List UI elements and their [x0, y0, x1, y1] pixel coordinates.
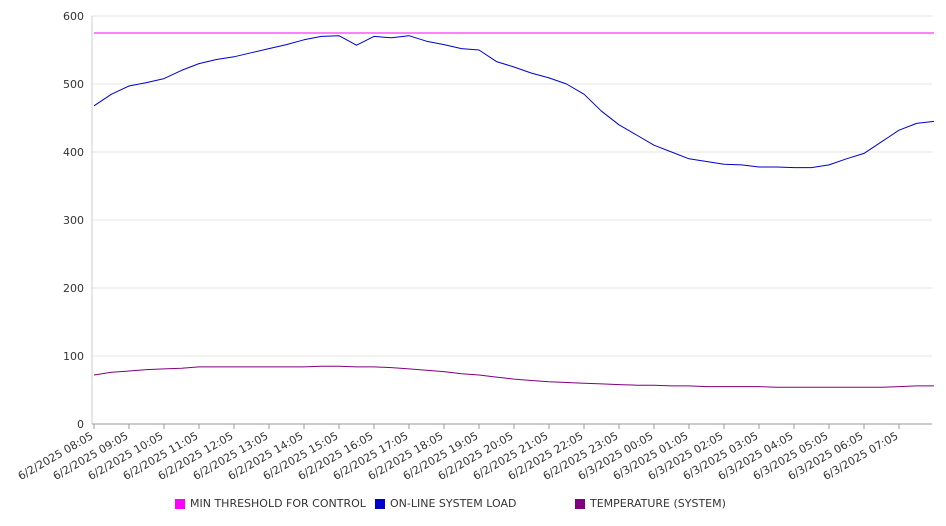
- y-tick-label-0: 0: [77, 418, 84, 431]
- y-tick-label-600: 600: [63, 10, 84, 23]
- legend-item-system-load[interactable]: ON-LINE SYSTEM LOAD: [375, 497, 516, 510]
- legend-swatch-system-load: [375, 498, 385, 509]
- series-line-on-line-system-load: [93, 35, 935, 169]
- series-lines: [93, 32, 935, 388]
- y-tick-label-200: 200: [63, 282, 84, 295]
- y-tick-label-100: 100: [63, 350, 84, 363]
- x-axis: 6/2/2025 08:056/2/2025 09:056/2/2025 10:…: [16, 423, 932, 483]
- legend: MIN THRESHOLD FOR CONTROL ON-LINE SYSTEM…: [0, 497, 946, 515]
- legend-item-min-threshold[interactable]: MIN THRESHOLD FOR CONTROL: [175, 497, 366, 510]
- y-tick-label-300: 300: [63, 214, 84, 227]
- legend-label-system-load: ON-LINE SYSTEM LOAD: [390, 497, 517, 510]
- y-tick-label-400: 400: [63, 146, 84, 159]
- gridlines: [92, 15, 932, 425]
- y-axis: 0 100 200 300 400 500 600: [63, 10, 93, 431]
- legend-swatch-temperature: [575, 498, 585, 509]
- legend-item-temperature[interactable]: TEMPERATURE (SYSTEM): [575, 497, 726, 510]
- legend-label-temperature: TEMPERATURE (SYSTEM): [590, 497, 726, 510]
- legend-label-min-threshold: MIN THRESHOLD FOR CONTROL: [190, 497, 366, 510]
- y-tick-label-500: 500: [63, 78, 84, 91]
- series-line-temperature-system: [93, 365, 934, 388]
- legend-swatch-min-threshold: [175, 498, 185, 509]
